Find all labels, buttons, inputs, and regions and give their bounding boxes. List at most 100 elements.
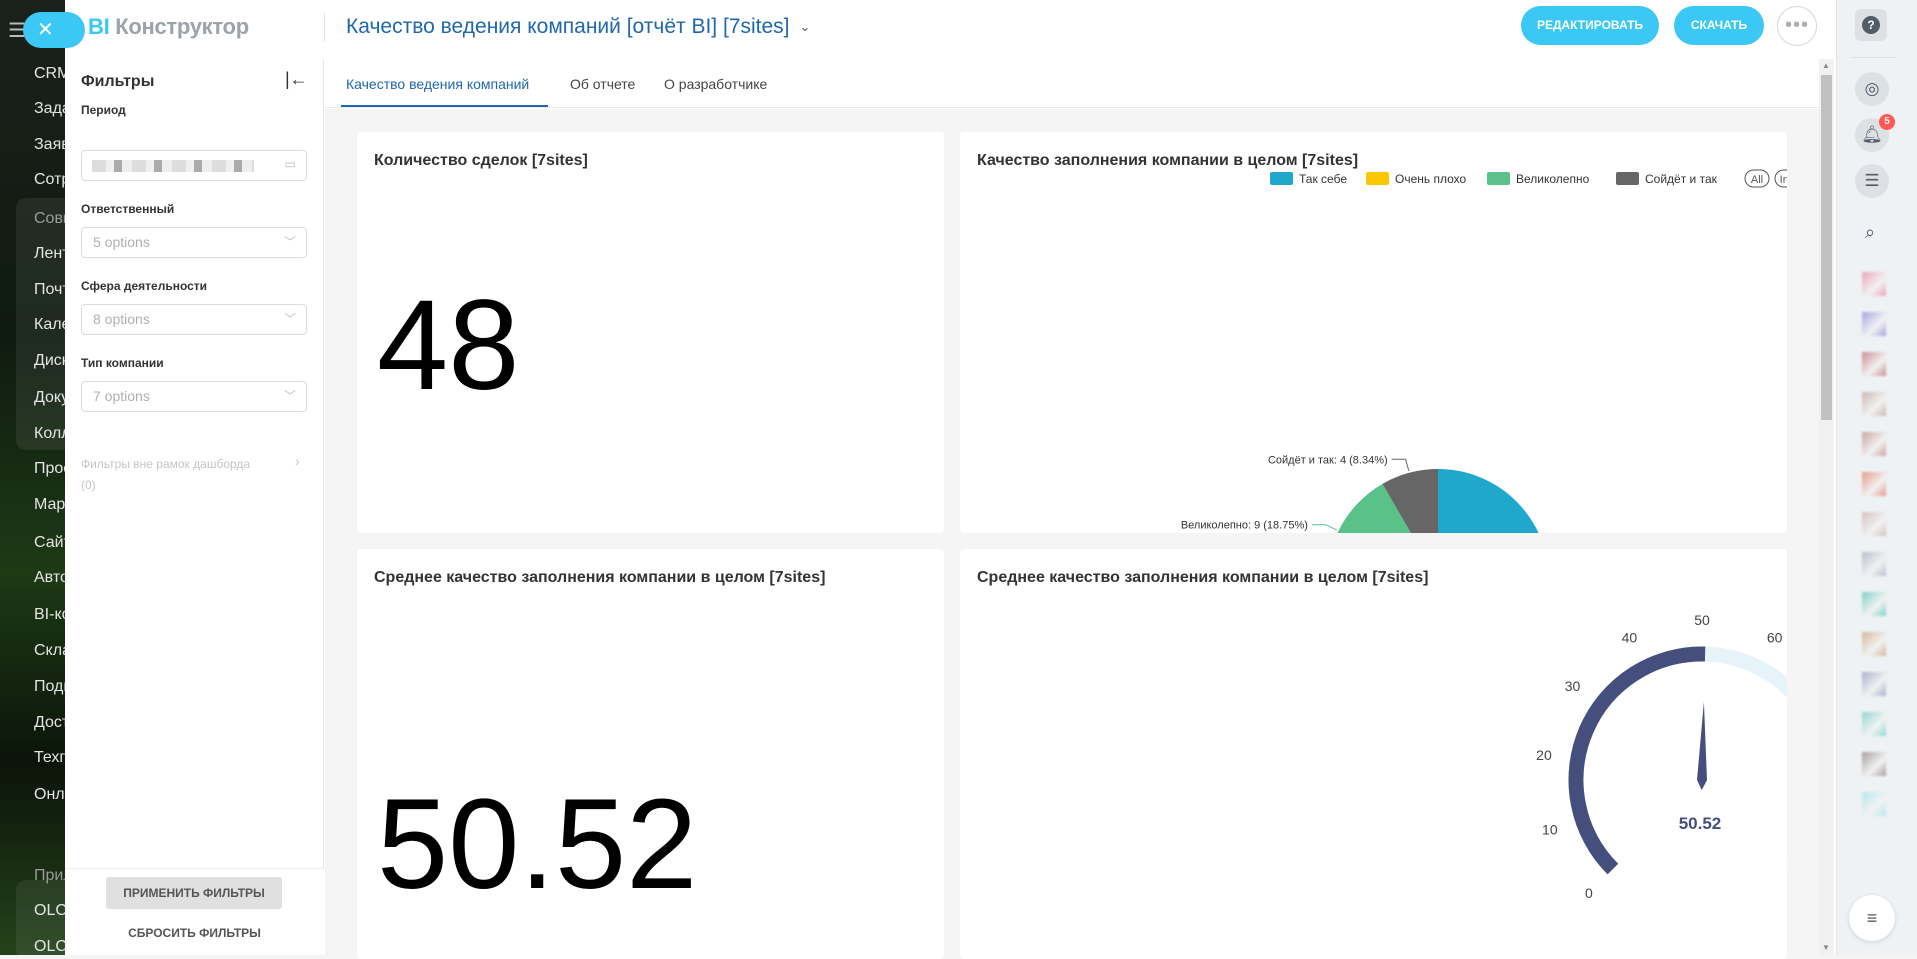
nav-item[interactable]: Прое (34, 460, 73, 477)
avatar[interactable] (1862, 552, 1886, 576)
nav-item[interactable]: Скла (34, 642, 71, 659)
nav-item[interactable]: Авто (34, 569, 69, 586)
legend-button-label: All (1751, 174, 1763, 186)
avatar[interactable] (1862, 352, 1886, 376)
outside-filters-link[interactable]: Фильтры вне рамок дашборда (0) (81, 454, 281, 496)
nav-item[interactable]: Прил (34, 867, 73, 884)
nav-item[interactable]: Лент (34, 245, 70, 262)
avg-quality-gauge-card: Среднее качество заполнения компании в ц… (960, 549, 1787, 959)
avatar[interactable] (1862, 512, 1886, 536)
legend-swatch[interactable] (1487, 172, 1510, 185)
nav-item[interactable]: Диск (34, 352, 69, 369)
avatar[interactable] (1862, 432, 1886, 456)
legend-swatch[interactable] (1366, 172, 1389, 185)
avatar[interactable] (1862, 672, 1886, 696)
messages-icon[interactable]: ☰ (1855, 164, 1889, 198)
filters-footer: ПРИМЕНИТЬ ФИЛЬТРЫ СБРОСИТЬ ФИЛЬТРЫ (65, 868, 324, 955)
avatar[interactable] (1862, 712, 1886, 736)
avatar[interactable] (1862, 312, 1886, 336)
reset-filters-button[interactable]: СБРОСИТЬ ФИЛЬТРЫ (128, 926, 261, 940)
avatar[interactable] (1862, 632, 1886, 656)
gauge-tick-label: 20 (1536, 747, 1552, 763)
scroll-up-icon[interactable]: ▲ (1822, 61, 1830, 70)
pie-slice[interactable] (1382, 469, 1439, 533)
avatar[interactable] (1862, 792, 1886, 816)
nav-item[interactable]: Почт (34, 281, 70, 298)
filters-title: Фильтры (81, 73, 155, 90)
nav-item[interactable]: Дост (34, 714, 70, 731)
legend-inv-button[interactable] (1774, 169, 1787, 188)
scroll-down-icon[interactable]: ▼ (1822, 943, 1830, 952)
nav-item[interactable]: Сайт (34, 534, 71, 551)
outside-filters-count: (0) (81, 478, 96, 492)
nav-item[interactable]: BI-ко (34, 606, 71, 623)
pie-slice[interactable] (1327, 483, 1415, 533)
edit-button[interactable]: РЕДАКТИРОВАТЬ (1521, 6, 1659, 45)
help-button[interactable]: ? (1855, 9, 1887, 41)
nav-item[interactable]: Мар (34, 496, 66, 513)
more-button[interactable]: ••• (1777, 6, 1817, 46)
bi-app: BI Конструктор Качество ведения компаний… (65, 0, 1836, 959)
sphere-select[interactable]: 8 options ﹀ (81, 304, 307, 335)
tab-about-report[interactable]: Об отчете (570, 76, 636, 92)
nav-item[interactable]: Онла (34, 786, 74, 803)
period-value-redacted (92, 160, 254, 172)
search-icon[interactable]: ⌕ (1865, 222, 1876, 242)
menu-icon[interactable]: ☰ (8, 20, 26, 42)
nav-item[interactable]: Заяв (34, 136, 70, 153)
pie-slice[interactable] (1438, 469, 1549, 533)
nav-item[interactable]: Доку (34, 389, 70, 406)
nav-item[interactable]: CRM (34, 65, 71, 82)
company-type-label: Тип компании (81, 356, 164, 370)
list-icon[interactable]: ≡ (1849, 895, 1895, 941)
header: BI Конструктор Качество ведения компаний… (65, 0, 1836, 59)
avatar[interactable] (1862, 592, 1886, 616)
legend-swatch[interactable] (1616, 172, 1639, 185)
avatar[interactable] (1862, 472, 1886, 496)
dashboard-title[interactable]: Качество ведения компаний [отчёт BI] [7s… (346, 15, 810, 39)
legend-label[interactable]: Так себе (1299, 172, 1347, 186)
download-button[interactable]: СКАЧАТЬ (1674, 6, 1764, 45)
avatar[interactable] (1862, 752, 1886, 776)
gauge-tick-label: 10 (1542, 821, 1558, 837)
notifications-button[interactable]: 🔔︎ 5 (1855, 114, 1895, 152)
scrollbar-thumb[interactable] (1821, 75, 1832, 420)
responsible-select[interactable]: 5 options ﹀ (81, 227, 307, 258)
tab-quality[interactable]: Качество ведения компаний (346, 76, 530, 92)
nav-item[interactable]: Сотр (34, 171, 71, 188)
apply-filters-button[interactable]: ПРИМЕНИТЬ ФИЛЬТРЫ (106, 877, 282, 909)
calendar-icon[interactable]: ▭ (284, 157, 296, 171)
gauge-tick-label: 50 (1694, 612, 1710, 628)
nav-item[interactable]: Колл (34, 425, 71, 442)
nav-item[interactable]: Подп (34, 678, 73, 695)
legend-all-button[interactable] (1744, 169, 1770, 188)
quality-pie-card: Качество заполнения компании в целом [7s… (960, 132, 1787, 533)
close-slider-button[interactable]: ✕ (23, 12, 85, 48)
period-input[interactable]: ▭ (81, 150, 307, 181)
divider (1851, 57, 1895, 58)
chevron-down-icon[interactable]: ⌄ (799, 19, 811, 34)
scrollbar[interactable]: ▲ ▼ (1819, 59, 1834, 955)
tab-about-developer[interactable]: О разработчике (664, 76, 768, 92)
company-type-select[interactable]: 7 options ﹀ (81, 381, 307, 412)
legend-label[interactable]: Великолепно (1516, 172, 1590, 186)
nav-item[interactable]: Зада (34, 100, 71, 117)
gauge-chart: 010203040506070809010050.52 (1536, 612, 1787, 901)
collapse-panel-icon[interactable]: |← (285, 69, 308, 89)
avatar[interactable] (1862, 392, 1886, 416)
nav-item[interactable]: Совм (34, 210, 74, 227)
active-tab-indicator (341, 105, 548, 107)
deals-count-card: Количество сделок [7sites] 48 (357, 132, 944, 533)
legend-label[interactable]: Очень плохо (1395, 172, 1467, 186)
legend-swatch[interactable] (1270, 172, 1293, 185)
card-title: Качество заполнения компании в целом [7s… (977, 152, 1359, 169)
avatar[interactable] (1862, 272, 1886, 296)
nav-item[interactable]: Техп (34, 749, 69, 766)
gauge-value-label: 50.52 (1679, 814, 1722, 833)
divider (324, 12, 325, 42)
dashboard-content: Количество сделок [7sites] 48 Качество з… (325, 109, 1819, 959)
chevron-right-icon[interactable]: › (295, 453, 300, 469)
legend-label[interactable]: Сойдёт и так (1645, 172, 1718, 186)
nav-item[interactable]: Кале (34, 316, 71, 333)
copilot-icon[interactable]: ◎ (1855, 72, 1889, 106)
